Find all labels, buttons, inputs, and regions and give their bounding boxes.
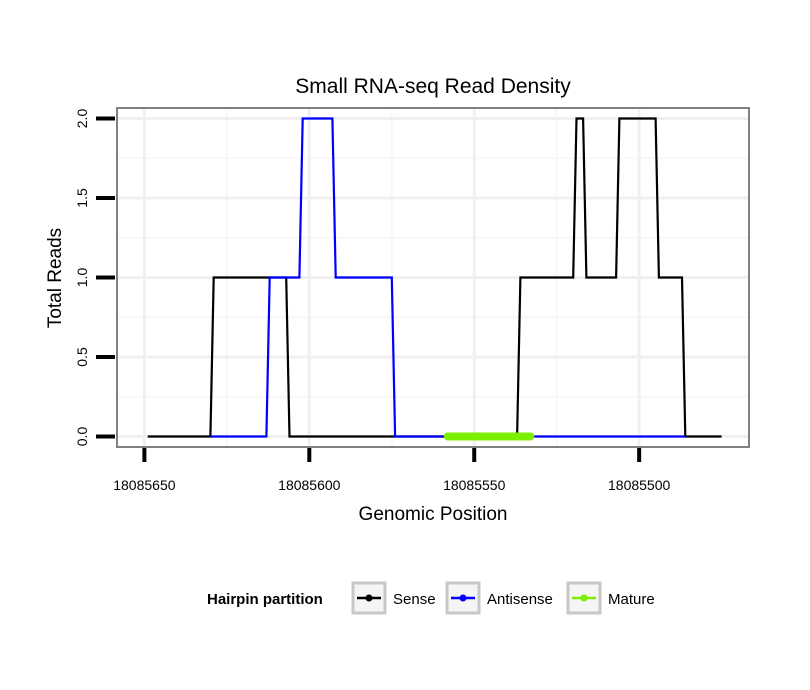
y-tick-label: 1.5 [74, 188, 90, 208]
legend-title: Hairpin partition [207, 591, 323, 608]
legend-item-sense: Sense [351, 581, 436, 615]
legend-label: Antisense [487, 591, 553, 608]
legend-key-dot [459, 594, 467, 602]
x-tick-label: 18085550 [443, 477, 506, 493]
x-axis: 18085650 18085600 18085550 18085500 [113, 448, 671, 493]
grid-lines [118, 109, 748, 446]
series-layer [147, 117, 722, 441]
x-tick-label: 18085500 [608, 477, 671, 493]
chart-title: Small RNA-seq Read Density [295, 75, 571, 98]
y-tick-label: 1.0 [74, 268, 90, 288]
y-axis-label: Total Reads [45, 228, 66, 328]
x-tick-label: 18085600 [278, 477, 341, 493]
legend: Hairpin partition Sense Antisense Mature [207, 581, 655, 615]
legend-label: Sense [393, 591, 436, 608]
legend-item-antisense: Antisense [445, 581, 553, 615]
y-axis: 0.0 0.5 1.0 1.5 2.0 [74, 109, 115, 447]
y-tick-label: 0.5 [74, 347, 90, 367]
legend-key-dot [580, 594, 588, 602]
plot-panel [116, 107, 750, 448]
legend-key-dot [365, 594, 373, 602]
legend-label: Mature [608, 591, 655, 608]
y-tick-label: 0.0 [74, 427, 90, 447]
y-tick-label: 2.0 [74, 109, 90, 129]
legend-item-mature: Mature [566, 581, 655, 615]
x-tick-label: 18085650 [113, 477, 176, 493]
x-axis-label: Genomic Position [359, 504, 508, 525]
legend-key-box [566, 581, 602, 615]
